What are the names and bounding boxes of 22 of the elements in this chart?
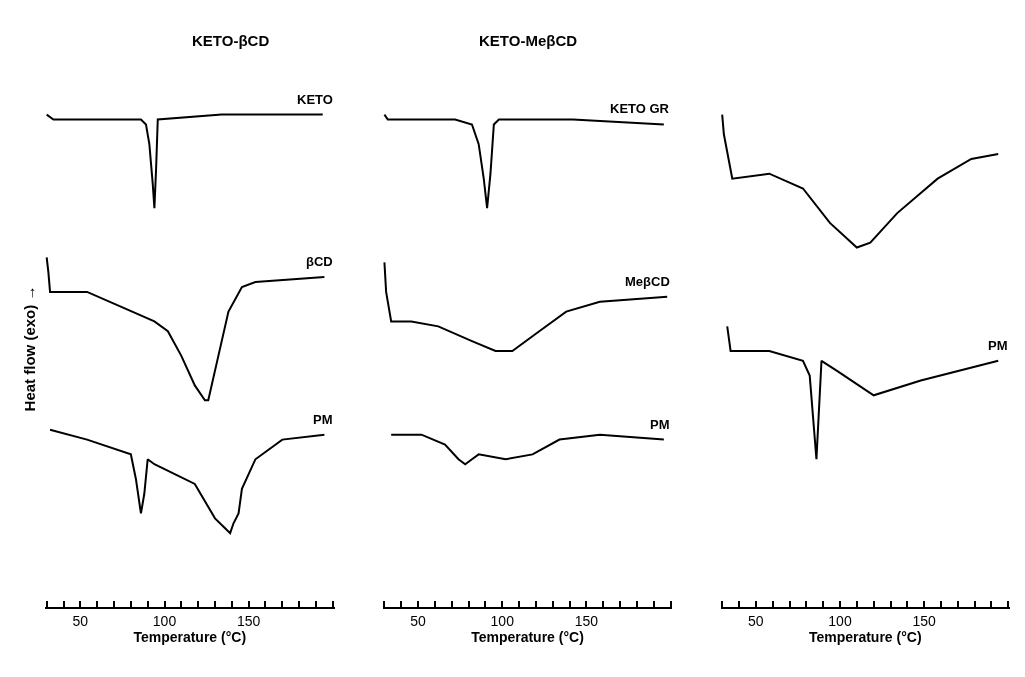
series-label: PM	[313, 412, 333, 427]
x-axis-title: Temperature (°C)	[808, 628, 922, 645]
x-axis-title: Temperature (°C)	[133, 628, 247, 645]
series-label: βCD	[306, 254, 333, 269]
x-tick-label: 100	[490, 612, 515, 629]
series-label: KETO GR	[610, 101, 670, 116]
x-tick-label: 100	[152, 612, 177, 629]
x-tick-label: 150	[912, 612, 937, 629]
x-tick-label: 150	[236, 612, 261, 629]
chart-title: KETO-MeβCD	[479, 32, 578, 49]
x-tick-label: 50	[410, 612, 427, 629]
series-label: MeβCD	[625, 274, 670, 289]
series-label: PM	[650, 417, 670, 432]
x-tick-label: 150	[574, 612, 599, 629]
y-axis-title: Heat flow (exo) →	[21, 285, 39, 412]
series-label: PM	[988, 338, 1008, 353]
series-label: KETO	[297, 92, 333, 107]
x-tick-label: 50	[72, 612, 89, 629]
chart-title: KETO-βCD	[192, 32, 270, 49]
x-tick-label: 100	[828, 612, 852, 629]
x-axis-title: Temperature (°C)	[471, 628, 584, 645]
x-tick-label: 50	[748, 612, 764, 629]
